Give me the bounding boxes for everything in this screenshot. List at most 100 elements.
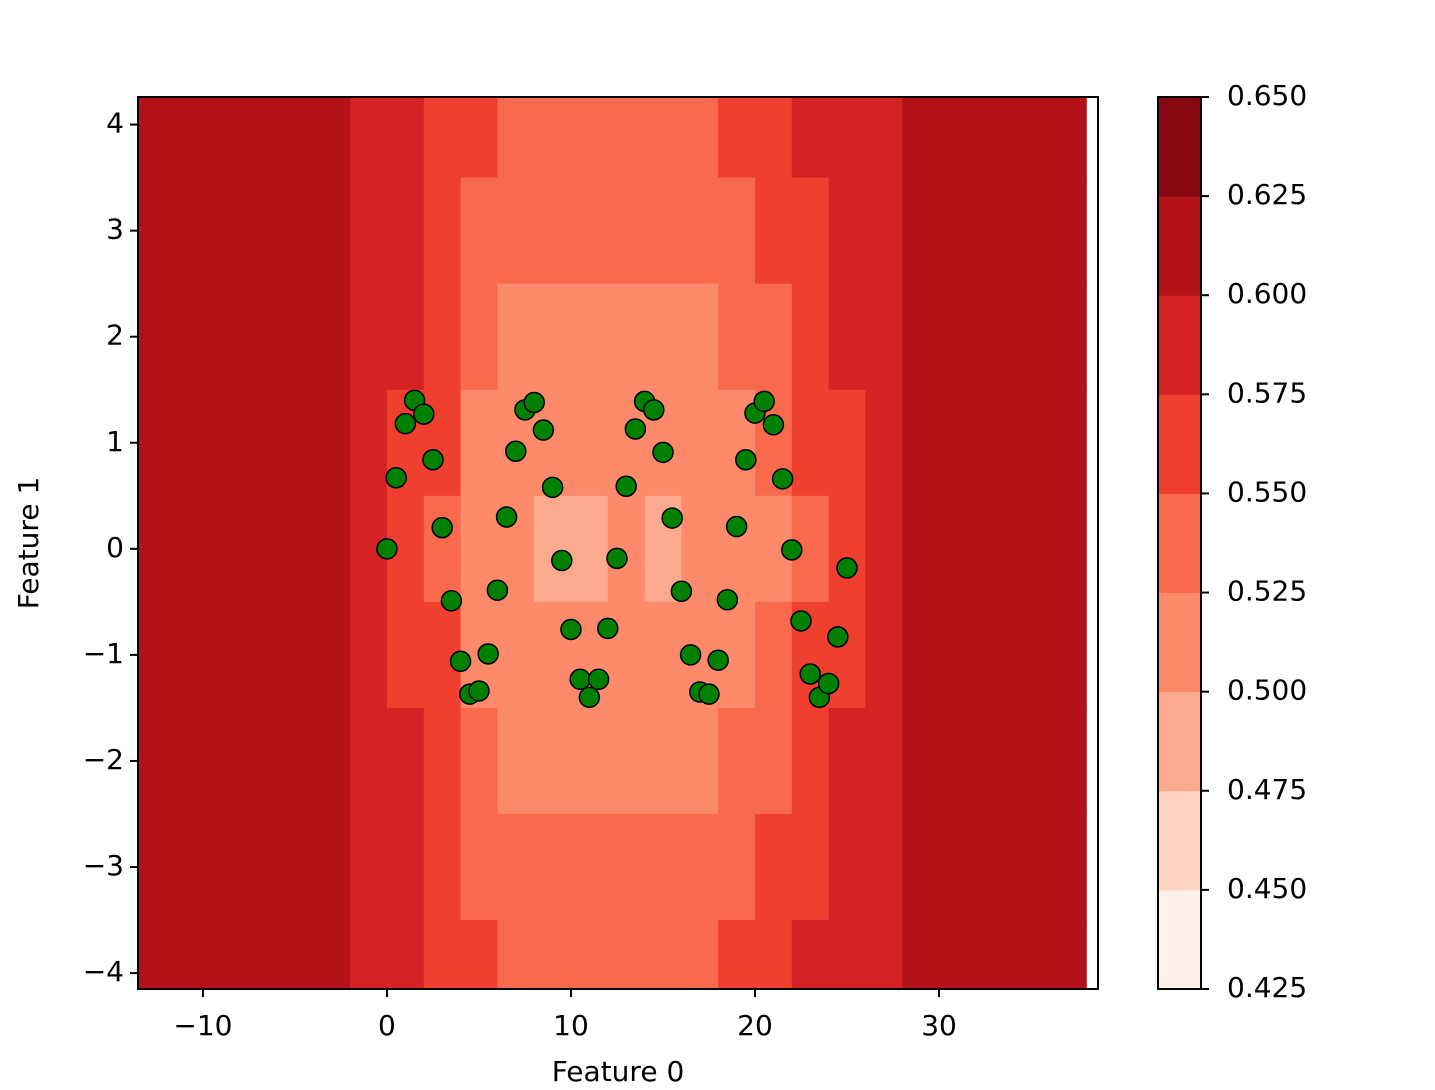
contour-cell xyxy=(1012,495,1051,603)
contour-cell xyxy=(239,920,278,989)
y-tick-label: 3 xyxy=(106,213,124,246)
contour-cell xyxy=(313,97,351,179)
contour-cell xyxy=(1012,601,1051,709)
x-axis-label: Feature 0 xyxy=(552,1055,685,1088)
contour-cell xyxy=(1049,920,1087,989)
contour-cell xyxy=(939,177,977,285)
contour-cell xyxy=(202,283,241,391)
colorbar-tick-label: 0.650 xyxy=(1227,79,1307,112)
scatter-point xyxy=(486,579,509,601)
contour-cell xyxy=(138,177,167,285)
scatter-point xyxy=(413,403,435,425)
contour-cell xyxy=(791,920,830,989)
contour-cell xyxy=(534,177,572,285)
contour-cell xyxy=(313,601,351,709)
contour-cell xyxy=(754,920,793,989)
contour-cell xyxy=(902,283,940,391)
contour-cell xyxy=(865,97,903,179)
contour-cell xyxy=(939,389,977,497)
colorbar-band xyxy=(1158,592,1201,693)
contour-cell xyxy=(313,920,351,989)
scatter-point xyxy=(827,626,849,648)
colorbar-band xyxy=(1158,97,1201,197)
contour-cell xyxy=(423,707,462,815)
contour-cell xyxy=(865,707,903,815)
contour-cell xyxy=(865,920,903,989)
contour-cell xyxy=(202,389,241,497)
contour-cell xyxy=(313,389,351,497)
contour-cell xyxy=(570,283,609,391)
contour-cell xyxy=(423,177,462,285)
contour-cell xyxy=(138,813,167,921)
contour-cell xyxy=(138,389,167,497)
contour-cell xyxy=(865,601,903,709)
contour-cell xyxy=(166,707,204,815)
contour-cell xyxy=(313,813,351,921)
contour-cell xyxy=(681,283,719,391)
contour-cell xyxy=(202,97,241,179)
contour-cell xyxy=(202,177,241,285)
colorbar-tick-label: 0.600 xyxy=(1227,277,1307,310)
contour-cell xyxy=(423,97,462,179)
contour-cell xyxy=(754,97,793,179)
scatter-point xyxy=(781,539,803,561)
contour-cell xyxy=(313,495,351,603)
contour-cell xyxy=(754,813,793,921)
contour-cell xyxy=(828,97,867,179)
contour-cell xyxy=(828,283,867,391)
contour-cell xyxy=(202,601,241,709)
scatter-point xyxy=(569,668,591,691)
contour-cell xyxy=(423,920,462,989)
contour-cell xyxy=(865,177,903,285)
contour-cell xyxy=(1012,283,1051,391)
contour-cell xyxy=(460,97,498,179)
contour-cell xyxy=(902,97,940,179)
scatter-point xyxy=(560,618,582,641)
contour-cell xyxy=(423,283,462,391)
contour-cell xyxy=(754,283,793,391)
contour-cell xyxy=(276,920,314,989)
colorbar-tick-label: 0.550 xyxy=(1227,475,1307,508)
scatter-point xyxy=(597,617,619,640)
contour-cell xyxy=(497,707,535,815)
contour-cell xyxy=(865,283,903,391)
contour-cell xyxy=(1012,707,1051,815)
contour-cell xyxy=(975,920,1014,989)
contour-cell xyxy=(570,707,609,815)
contour-cell xyxy=(607,283,646,391)
contour-cell xyxy=(138,707,167,815)
contour-cell xyxy=(607,813,646,921)
contour-cell xyxy=(718,707,756,815)
contour-cell xyxy=(239,389,278,497)
contour-cell xyxy=(276,177,314,285)
contour-cell xyxy=(570,813,609,921)
contour-cell xyxy=(460,707,498,815)
scatter-point xyxy=(532,419,555,441)
scatter-point xyxy=(505,440,527,463)
contour-cell xyxy=(644,813,682,921)
y-axis-label: Feature 1 xyxy=(12,477,45,610)
contour-cell xyxy=(718,813,756,921)
contour-cell xyxy=(607,97,646,179)
contour-cell xyxy=(865,495,903,603)
contour-cell xyxy=(791,177,830,285)
contour-cell xyxy=(975,813,1014,921)
contour-cell xyxy=(276,813,314,921)
contour-cell xyxy=(239,97,278,179)
contour-cell xyxy=(644,920,682,989)
contour-cell xyxy=(497,920,535,989)
contour-cell xyxy=(1049,707,1087,815)
contour-cell xyxy=(975,283,1014,391)
contour-cell xyxy=(939,707,977,815)
contour-cell xyxy=(386,283,425,391)
contour-cell xyxy=(975,177,1014,285)
x-tick-label: 30 xyxy=(921,1009,957,1042)
colorbar-tick-label: 0.450 xyxy=(1227,872,1307,905)
contour-cell xyxy=(975,495,1014,603)
plot-frame xyxy=(137,96,1099,990)
contour-cell xyxy=(202,920,241,989)
contour-cell xyxy=(386,920,425,989)
contour-cell xyxy=(1012,97,1051,179)
contour-cell xyxy=(497,177,535,285)
contour-cell xyxy=(497,97,535,179)
